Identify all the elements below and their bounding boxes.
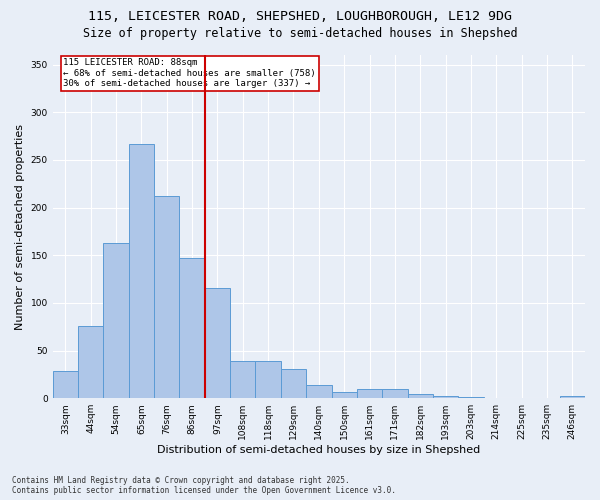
Bar	[103, 243, 129, 398]
Text: Contains HM Land Registry data © Crown copyright and database right 2025.
Contai: Contains HM Land Registry data © Crown c…	[12, 476, 396, 495]
Text: Size of property relative to semi-detached houses in Shepshed: Size of property relative to semi-detach…	[83, 28, 517, 40]
Bar	[179, 258, 205, 398]
Bar	[407, 394, 433, 398]
Bar	[560, 396, 585, 398]
Bar	[205, 288, 230, 398]
Bar	[306, 385, 332, 398]
Bar	[53, 370, 78, 398]
Bar	[332, 392, 357, 398]
Bar	[78, 326, 103, 398]
Bar	[281, 368, 306, 398]
Bar	[129, 144, 154, 398]
Y-axis label: Number of semi-detached properties: Number of semi-detached properties	[15, 124, 25, 330]
Bar	[357, 388, 382, 398]
Bar	[154, 196, 179, 398]
Bar	[256, 361, 281, 398]
X-axis label: Distribution of semi-detached houses by size in Shepshed: Distribution of semi-detached houses by …	[157, 445, 481, 455]
Bar	[433, 396, 458, 398]
Bar	[230, 361, 256, 398]
Text: 115, LEICESTER ROAD, SHEPSHED, LOUGHBOROUGH, LE12 9DG: 115, LEICESTER ROAD, SHEPSHED, LOUGHBORO…	[88, 10, 512, 23]
Text: 115 LEICESTER ROAD: 88sqm
← 68% of semi-detached houses are smaller (758)
30% of: 115 LEICESTER ROAD: 88sqm ← 68% of semi-…	[64, 58, 316, 88]
Bar	[382, 388, 407, 398]
